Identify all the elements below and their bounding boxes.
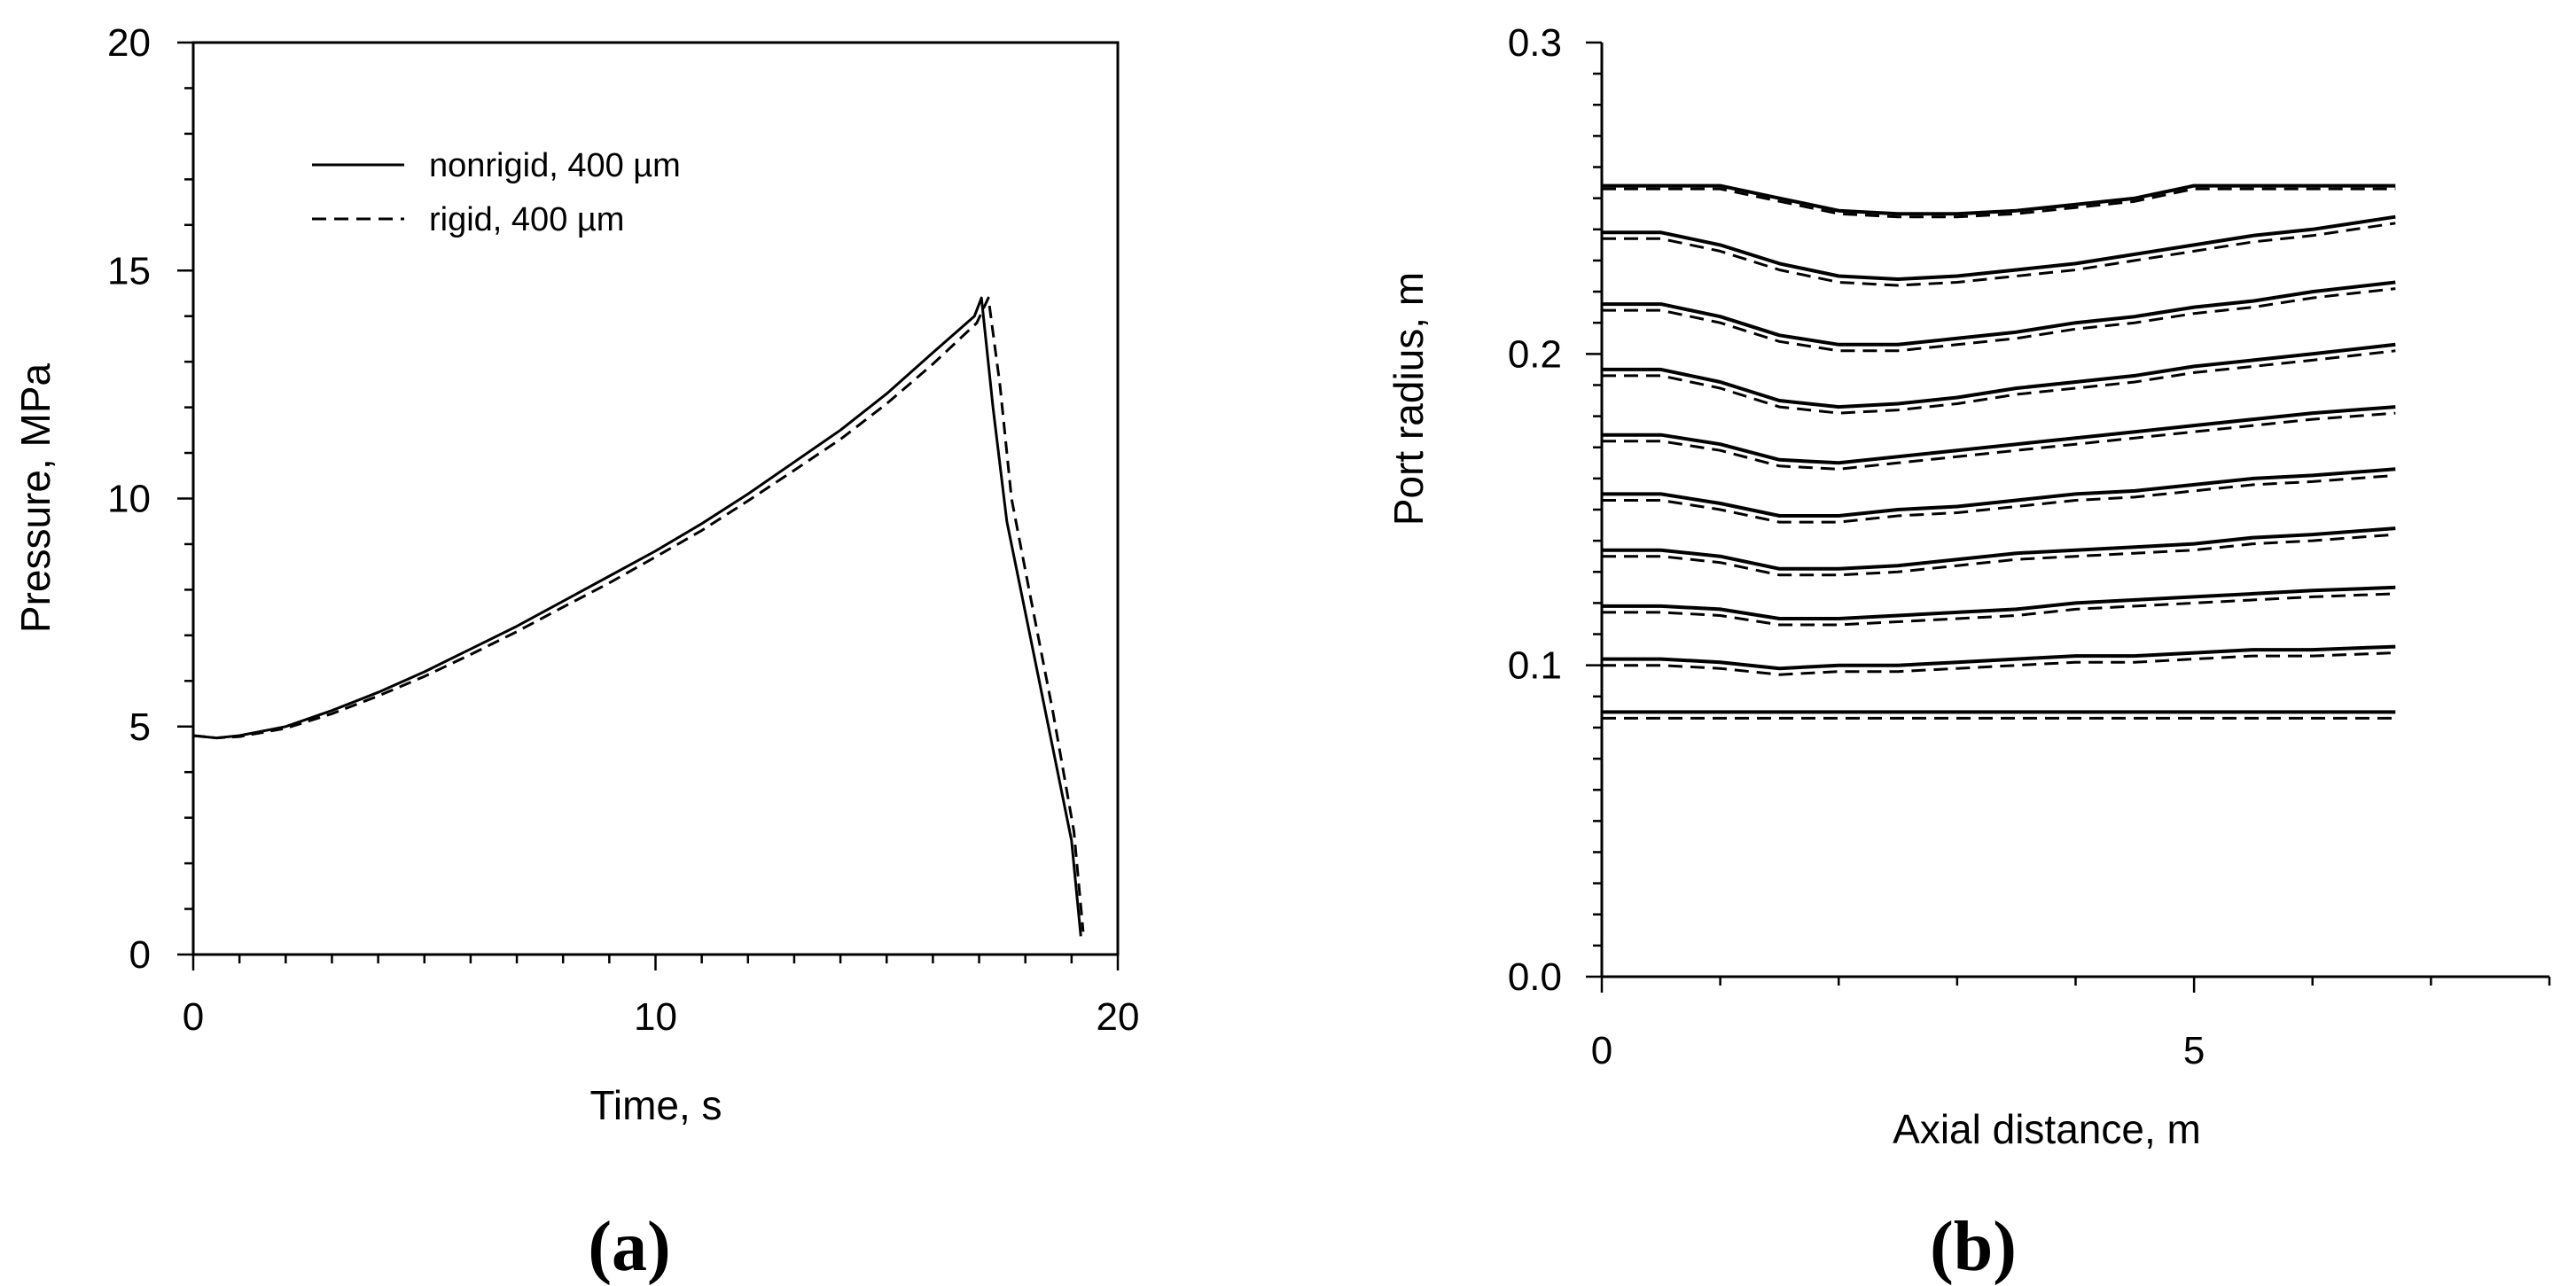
- port-profile-t5-rigid: [1602, 473, 2396, 524]
- series-line-nonrigid: [192, 296, 1082, 937]
- panel-b-y-tick-label: 0.2: [1508, 332, 1562, 376]
- panel-a-label: (a): [588, 1208, 670, 1286]
- panel-b-y-tick-label: 0.1: [1508, 644, 1562, 688]
- panel-b-y-tick-label: 0.0: [1508, 955, 1562, 999]
- port-profile-t6-nonrigid: [1602, 405, 2396, 465]
- panel-a-y-tick-label: 10: [107, 478, 151, 521]
- legend-label-rigid: rigid, 400 µm: [429, 201, 624, 238]
- panel-a-pressure-vs-time: 0 10 20 0 5 10 15 20 nonrigid, 400 µm rigid, 40…: [12, 21, 1139, 1286]
- panel-b-x-tick-label: 5: [2183, 1029, 2205, 1072]
- port-profile-t10-nonrigid: [1602, 183, 2396, 216]
- panel-b-x-axis-title: Axial distance, m: [1893, 1106, 2201, 1152]
- port-profile-t9-rigid: [1602, 222, 2396, 287]
- panel-b-y-tick-label: 0.3: [1508, 21, 1562, 65]
- port-profile-t8-nonrigid: [1602, 280, 2396, 347]
- port-profile-t4-rigid: [1602, 533, 2396, 577]
- panel-b-port-radius-vs-axial-distance: 0 5 0.0 0.1 0.2 0.3 Axial distance, m Port ra…: [1386, 21, 2551, 1286]
- panel-b-label: (b): [1930, 1208, 2017, 1286]
- port-profile-t3-rigid: [1602, 592, 2396, 627]
- panel-a-ticks: [177, 41, 1120, 970]
- port-profile-t10-rigid: [1602, 187, 2396, 219]
- panel-a-tick-labels: 0 10 20 0 5 10 15 20: [107, 21, 1139, 1039]
- panel-a-x-axis-title: Time, s: [589, 1082, 722, 1128]
- port-profile-t2-nonrigid: [1602, 644, 2396, 671]
- panel-a-legend: nonrigid, 400 µm rigid, 400 µm: [312, 147, 681, 238]
- panel-a-y-axis-title: Pressure, MPa: [12, 362, 59, 633]
- port-profile-t7-nonrigid: [1602, 342, 2396, 409]
- panel-b-series: [1602, 183, 2396, 720]
- panel-b-ticks: [1586, 41, 2551, 993]
- port-profile-t5-nonrigid: [1602, 467, 2396, 518]
- panel-a-y-tick-label: 5: [129, 705, 151, 749]
- legend-label-nonrigid: nonrigid, 400 µm: [429, 147, 681, 184]
- panel-b-tick-labels: 0 5 0.0 0.1 0.2 0.3: [1508, 21, 2205, 1072]
- panel-b-x-tick-label: 0: [1591, 1029, 1612, 1072]
- panel-a-y-tick-label: 0: [129, 933, 151, 977]
- panel-a-x-tick-label: 20: [1097, 995, 1140, 1039]
- panel-b-y-axis-title: Port radius, m: [1386, 272, 1432, 526]
- port-profile-t6-rigid: [1602, 411, 2396, 471]
- panel-a-series: [192, 296, 1085, 937]
- panel-a-y-tick-label: 15: [107, 249, 151, 292]
- panel-a-x-tick-label: 10: [634, 995, 677, 1039]
- port-profile-t8-rigid: [1602, 287, 2396, 353]
- panel-a-x-tick-label: 0: [183, 995, 204, 1039]
- port-profile-t9-nonrigid: [1602, 214, 2396, 281]
- port-profile-t3-nonrigid: [1602, 585, 2396, 620]
- port-profile-t7-rigid: [1602, 349, 2396, 415]
- port-profile-t4-nonrigid: [1602, 526, 2396, 571]
- panel-a-y-tick-label: 20: [107, 21, 151, 65]
- port-profile-t2-rigid: [1602, 651, 2396, 676]
